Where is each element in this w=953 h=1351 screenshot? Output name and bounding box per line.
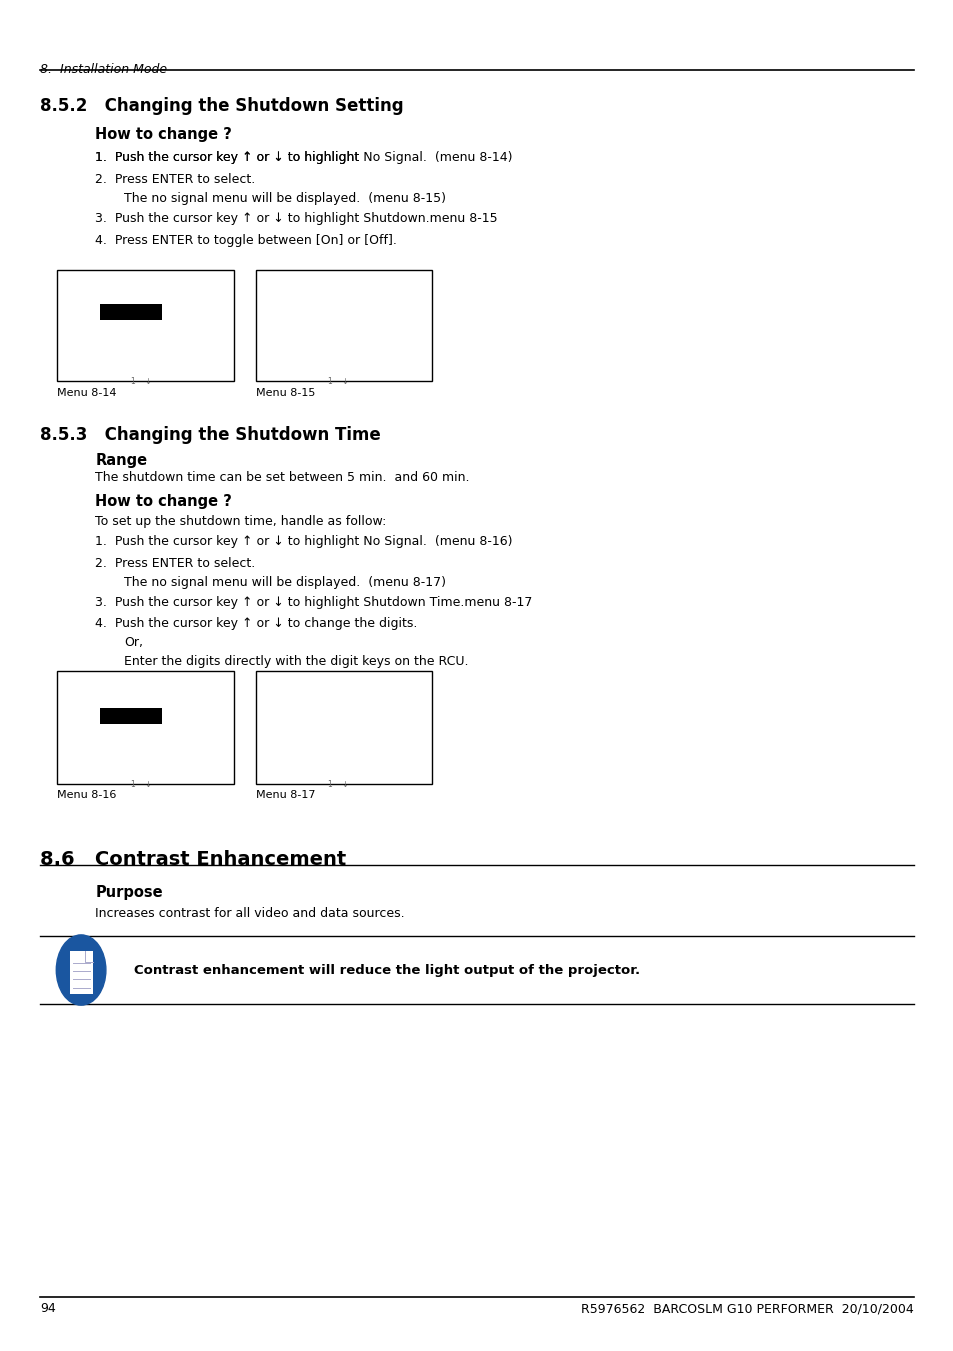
Text: 1    ↓: 1 ↓ (328, 780, 349, 789)
Bar (57, 671, 233, 784)
Text: 2.  Press ENTER to select.: 2. Press ENTER to select. (95, 557, 255, 570)
Bar (100, 708, 162, 724)
Text: Contrast enhancement will reduce the light output of the projector.: Contrast enhancement will reduce the lig… (133, 963, 639, 977)
Text: 1    ↓: 1 ↓ (131, 377, 152, 386)
Text: How to change ?: How to change ? (95, 127, 232, 142)
Text: 8.  Installation Mode: 8. Installation Mode (40, 63, 167, 77)
Text: Enter the digits directly with the digit keys on the RCU.: Enter the digits directly with the digit… (124, 655, 468, 669)
Bar (255, 270, 432, 381)
Bar (57, 270, 233, 381)
Bar (100, 304, 162, 320)
Bar (255, 671, 432, 784)
Text: 1.  Push the cursor key ↑ or ↓ to highlight: 1. Push the cursor key ↑ or ↓ to highlig… (95, 151, 363, 165)
Text: 94: 94 (40, 1302, 56, 1316)
Text: 4.  Press ENTER to toggle between [On] or [Off].: 4. Press ENTER to toggle between [On] or… (95, 234, 396, 247)
Text: Menu 8-17: Menu 8-17 (255, 790, 314, 800)
Text: The no signal menu will be displayed.  (menu 8-17): The no signal menu will be displayed. (m… (124, 576, 446, 589)
Text: Purpose: Purpose (95, 885, 163, 900)
Text: R5976562  BARCOSLM G10 PERFORMER  20/10/2004: R5976562 BARCOSLM G10 PERFORMER 20/10/20… (580, 1302, 913, 1316)
Text: The no signal menu will be displayed.  (menu 8-15): The no signal menu will be displayed. (m… (124, 192, 446, 205)
Bar (70, 951, 92, 994)
Text: 8.5.3   Changing the Shutdown Time: 8.5.3 Changing the Shutdown Time (40, 426, 380, 443)
Text: How to change ?: How to change ? (95, 494, 232, 509)
Text: Range: Range (95, 453, 148, 467)
Text: 1    ↓: 1 ↓ (328, 377, 349, 386)
Text: Menu 8-16: Menu 8-16 (57, 790, 116, 800)
Text: Or,: Or, (124, 636, 143, 650)
Text: Menu 8-14: Menu 8-14 (57, 388, 116, 397)
Text: Increases contrast for all video and data sources.: Increases contrast for all video and dat… (95, 907, 405, 920)
Text: Menu 8-15: Menu 8-15 (255, 388, 314, 397)
Text: 3.  Push the cursor key ↑ or ↓ to highlight Shutdown.menu 8-15: 3. Push the cursor key ↑ or ↓ to highlig… (95, 212, 497, 226)
Text: To set up the shutdown time, handle as follow:: To set up the shutdown time, handle as f… (95, 515, 386, 528)
Text: 1.  Push the cursor key ↑ or ↓ to highlight No Signal.  (menu 8-14): 1. Push the cursor key ↑ or ↓ to highlig… (95, 151, 513, 165)
Text: 3.  Push the cursor key ↑ or ↓ to highlight Shutdown Time.menu 8-17: 3. Push the cursor key ↑ or ↓ to highlig… (95, 596, 532, 609)
Text: 8.5.2   Changing the Shutdown Setting: 8.5.2 Changing the Shutdown Setting (40, 97, 403, 115)
Text: 8.6   Contrast Enhancement: 8.6 Contrast Enhancement (40, 850, 346, 869)
Text: 2.  Press ENTER to select.: 2. Press ENTER to select. (95, 173, 255, 186)
Text: 1    ↓: 1 ↓ (131, 780, 152, 789)
Text: The shutdown time can be set between 5 min.  and 60 min.: The shutdown time can be set between 5 m… (95, 471, 470, 485)
Text: 1.  Push the cursor key ↑ or ↓ to highlight No Signal.  (menu 8-16): 1. Push the cursor key ↑ or ↓ to highlig… (95, 535, 513, 549)
Circle shape (56, 935, 106, 1005)
Text: 4.  Push the cursor key ↑ or ↓ to change the digits.: 4. Push the cursor key ↑ or ↓ to change … (95, 617, 417, 631)
